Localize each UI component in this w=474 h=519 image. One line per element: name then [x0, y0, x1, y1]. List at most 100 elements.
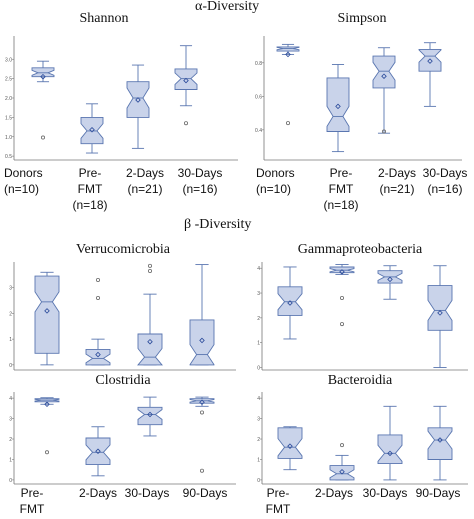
gammaproteobacteria-title: Gammaproteobacteria — [298, 242, 423, 257]
shannon-y-tick-label: 1.0 — [5, 135, 12, 141]
box-body — [377, 434, 403, 465]
mean-marker — [44, 401, 50, 408]
clostridia-box-3 — [189, 396, 215, 473]
mean-marker — [339, 269, 345, 275]
mean-marker — [135, 97, 141, 103]
bacteroidia-box-1 — [329, 443, 355, 481]
clostridia-title: Clostridia — [95, 373, 151, 388]
mean-marker — [437, 437, 443, 443]
gammaproteobacteria-box-0 — [277, 266, 303, 340]
verrucomicrobia-y-tick-label: 2 — [9, 311, 12, 317]
simpson-box-2 — [372, 47, 396, 134]
mean-marker — [199, 337, 205, 344]
beta-right-group-label-90days: 90-Days — [415, 486, 461, 500]
verrucomicrobia-y-tick-label: 3 — [9, 286, 12, 292]
bacteroidia-y-tick-label: 1 — [257, 457, 260, 463]
clostridia-box-1 — [85, 426, 111, 477]
outlier-point — [147, 268, 152, 273]
shannon-panel: Shannon 0.5 1.0 1.5 2.0 2.5 3.0 — [5, 11, 238, 161]
mean-marker — [95, 448, 101, 455]
alpha-group-label-donors: Donors (n=10) — [4, 166, 43, 196]
mean-marker — [183, 77, 189, 84]
outlier-point — [183, 121, 188, 126]
gammaproteobacteria-y-tick-label: 1 — [257, 341, 260, 347]
beta-right-group-label-2days: 2-Days — [314, 486, 353, 500]
simpson-box-1 — [326, 64, 350, 153]
box-body — [277, 427, 303, 459]
alpha-group-label-30days-simpson: 30-Days (n=16) — [422, 166, 468, 196]
mean-marker — [40, 73, 46, 80]
box-body — [137, 333, 163, 366]
beta-right-group-label-prefmt: Pre- FMT — [265, 486, 291, 516]
verrucomicrobia-box-3 — [189, 264, 215, 366]
shannon-box-1 — [80, 103, 104, 154]
alpha-group-label-2days: 2-Days (n=21) — [125, 166, 164, 196]
mean-marker — [89, 127, 95, 133]
alpha-group-label-2days-simpson: 2-Days (n=21) — [377, 166, 416, 196]
box-body — [174, 68, 198, 90]
alpha-group-label-donors-simpson: Donors (n=10) — [256, 166, 295, 196]
outlier-point — [381, 129, 386, 134]
mean-marker — [335, 103, 341, 110]
clostridia-y-tick-label: 3 — [9, 417, 12, 423]
box-body — [85, 437, 111, 466]
shannon-y-tick-label: 1.5 — [5, 115, 12, 121]
mean-marker — [437, 310, 443, 316]
beta-right-group-label-30days: 30-Days — [362, 486, 408, 500]
gammaproteobacteria-y-tick-label: 2 — [257, 316, 260, 322]
outlier-point — [96, 295, 101, 300]
bacteroidia-box-3 — [427, 405, 453, 481]
shannon-box-0 — [31, 60, 55, 140]
outlier-point — [339, 443, 344, 448]
outlier-point — [147, 263, 152, 268]
gammaproteobacteria-box-3 — [427, 265, 453, 368]
outlier-point — [339, 322, 344, 327]
box-body — [31, 67, 55, 78]
bacteroidia-box-0 — [277, 426, 303, 471]
verrucomicrobia-y-tick-label: 1 — [9, 337, 12, 343]
box-body — [427, 285, 453, 331]
verrucomicrobia-box-2 — [137, 263, 163, 366]
gammaproteobacteria-y-tick-label: 0 — [257, 366, 260, 372]
shannon-y-tick-label: 0.5 — [5, 154, 12, 160]
shannon-y-tick-label: 3.0 — [5, 57, 12, 63]
box-body — [329, 465, 355, 481]
simpson-y-tick-label: 0.4 — [255, 128, 262, 134]
outlier-point — [199, 468, 204, 473]
verrucomicrobia-box-1 — [85, 277, 111, 366]
bacteroidia-panel: Bacteroidia 0 1 2 3 4 — [257, 373, 468, 485]
mean-marker — [147, 338, 153, 345]
bacteroidia-y-tick-label: 4 — [257, 396, 260, 402]
shannon-y-tick-label: 2.5 — [5, 77, 12, 83]
alpha-group-label-prefmt: Pre- FMT (n=18) — [72, 166, 108, 212]
outlier-point — [41, 135, 46, 140]
bacteroidia-y-tick-label: 2 — [257, 437, 260, 443]
verrucomicrobia-panel: Verrucomicrobia 0 1 2 3 — [9, 242, 236, 371]
box-body — [372, 55, 396, 89]
beta-left-group-label-prefmt: Pre- FMT — [19, 486, 45, 516]
gammaproteobacteria-box-1 — [329, 264, 355, 327]
verrucomicrobia-title: Verrucomicrobia — [76, 242, 171, 257]
mean-marker — [147, 411, 153, 418]
clostridia-y-tick-label: 2 — [9, 437, 12, 443]
box-body — [137, 406, 163, 426]
mean-marker — [287, 443, 293, 449]
mean-marker — [44, 308, 50, 314]
alpha-group-label-prefmt-simpson: Pre- FMT (n=18) — [323, 166, 359, 212]
mean-marker — [387, 450, 393, 457]
simpson-y-tick-label: 0.6 — [255, 94, 262, 100]
outlier-point — [285, 121, 290, 126]
beta-left-group-label-30days: 30-Days — [124, 486, 170, 500]
clostridia-box-0 — [34, 397, 60, 455]
mean-marker — [199, 399, 205, 405]
box-body — [126, 81, 150, 118]
bacteroidia-y-tick-label: 0 — [257, 478, 260, 484]
box-body — [427, 427, 453, 460]
mean-marker — [287, 300, 293, 306]
outlier-point — [45, 450, 50, 455]
mean-marker — [427, 58, 433, 64]
verrucomicrobia-y-tick-label: 0 — [9, 363, 12, 369]
outlier-point — [199, 410, 204, 415]
outlier-point — [96, 277, 101, 282]
clostridia-box-2 — [137, 396, 163, 437]
